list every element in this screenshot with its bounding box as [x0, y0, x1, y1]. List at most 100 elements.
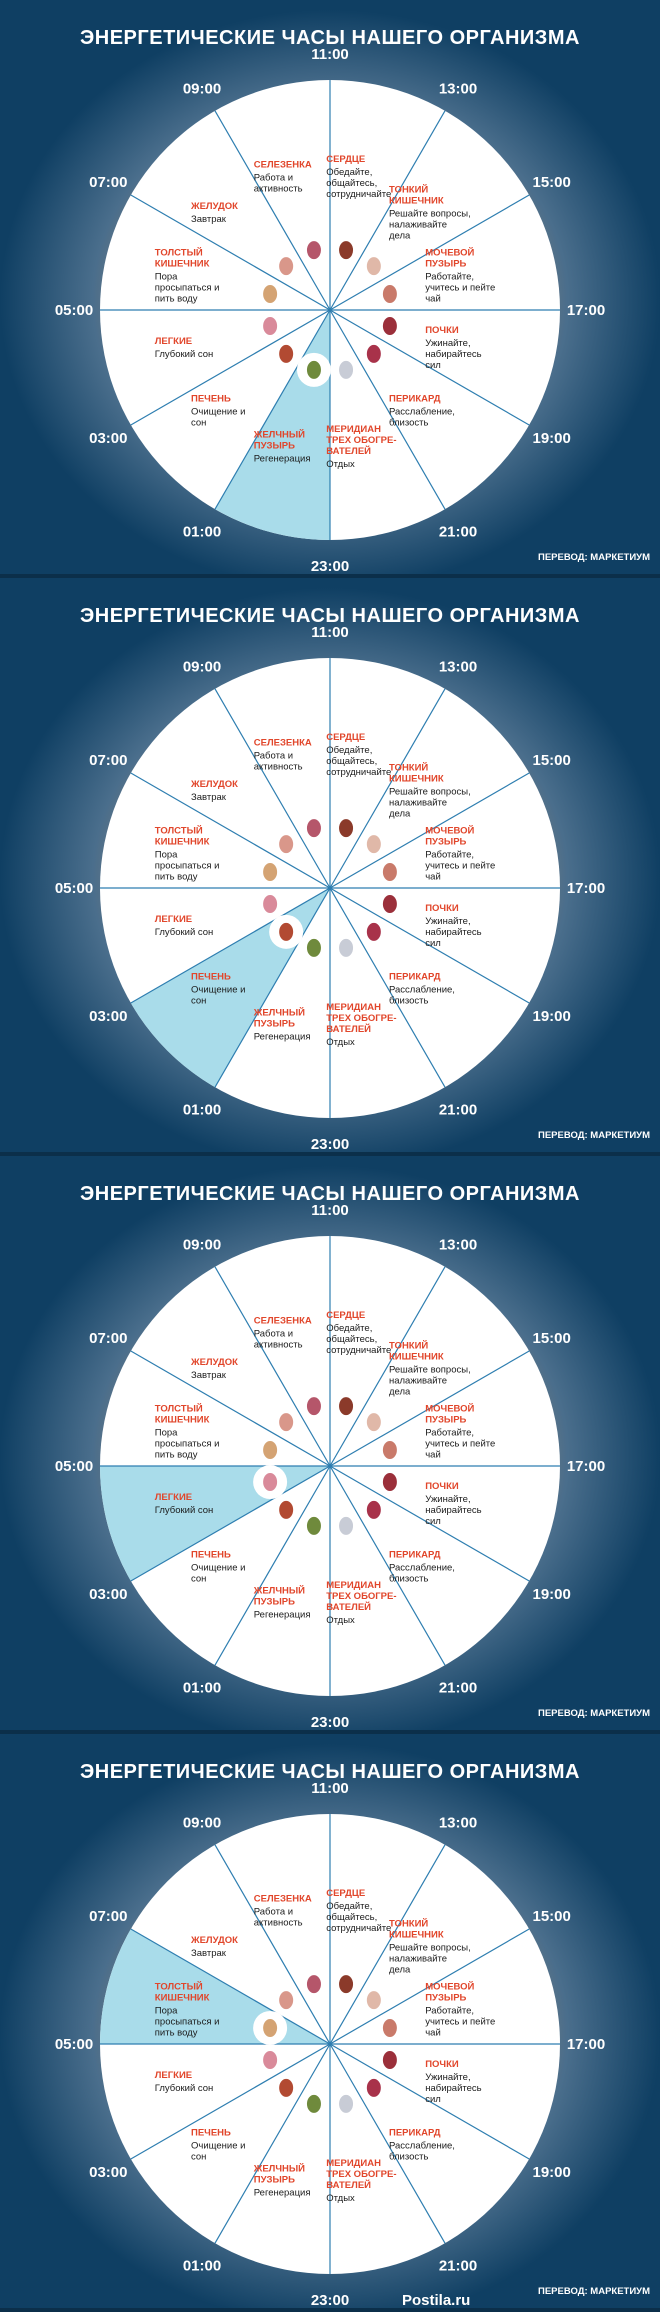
organ-description: учитесь и пейте [425, 1438, 495, 1449]
sector-divider [130, 194, 331, 311]
organ-description: Работа и [254, 172, 293, 183]
organ-description: Регенерация [254, 454, 311, 465]
sector-divider [130, 309, 331, 426]
organ-name: СЕЛЕЗЕНКА [254, 1315, 312, 1326]
organ-description: набирайтесь [425, 1505, 481, 1516]
hour-label: 03:00 [89, 1586, 127, 1603]
organ-name: КИШЕЧНИК [389, 1930, 444, 1941]
bladder-icon [382, 284, 397, 303]
hour-label: 05:00 [55, 880, 93, 897]
organ-name: МОЧЕВОЙ [425, 246, 474, 258]
liver-icon [279, 1500, 294, 1519]
heart-icon [339, 1397, 354, 1416]
hour-label: 17:00 [567, 880, 605, 897]
spleen-icon [306, 241, 321, 260]
organ-description: учитесь и пейте [425, 282, 495, 293]
hour-label: 19:00 [533, 1008, 571, 1025]
organ-description: активность [254, 183, 303, 194]
organ-name: КИШЕЧНИК [155, 1414, 210, 1425]
organ-description: сон [191, 417, 206, 428]
stomach-icon [279, 257, 294, 276]
hour-label: 01:00 [183, 1102, 221, 1119]
clock-diagram: 11:00 13:00 15:00 17:00 19:00 21:00 23:00 01:00… [55, 1202, 605, 1730]
organ-name: ЖЕЛУДОК [190, 779, 238, 790]
organ-description: общайтесь, [326, 178, 377, 189]
organ-description: Обедайте, [326, 1901, 372, 1912]
translation-credit: ПЕРЕВОД: МАРКЕТИУМ [538, 552, 650, 563]
organ-description: сотрудничайте [326, 189, 391, 200]
organ-description: учитесь и пейте [425, 860, 495, 871]
organ-name: МОЧЕВОЙ [425, 1402, 474, 1414]
stomach-icon [279, 835, 294, 854]
organ-name: ЖЕЛЧНЫЙ [253, 1585, 305, 1597]
organ-description: налаживайте [389, 1376, 447, 1387]
organ-description: сон [191, 2151, 206, 2162]
organ-name: ПУЗЫРЬ [425, 1414, 466, 1425]
organ-description: чай [425, 871, 441, 882]
panel-title: ЭНЕРГЕТИЧЕСКИЕ ЧАСЫ НАШЕГО ОРГАНИЗМА [80, 605, 580, 627]
pericardium-icon [366, 344, 381, 363]
organ-name: ТРЕХ ОБОГРЕ- [326, 2169, 396, 2180]
organ-name: МЕРИДИАН [326, 424, 381, 435]
organ-name: ТОЛСТЫЙ [155, 1980, 203, 1992]
sector-divider [214, 1266, 331, 1467]
organ-description: налаживайте [389, 220, 447, 231]
organ-name: ВАТЕЛЕЙ [326, 445, 371, 457]
organ-description: сил [425, 1516, 441, 1527]
organ-description: Глубокий сон [155, 349, 214, 360]
organ-description: Работа и [254, 1328, 293, 1339]
organ-description: Регенерация [254, 2188, 311, 2199]
organ-description: Решайте вопросы, [389, 1365, 471, 1376]
organ-description: набирайтесь [425, 927, 481, 938]
organ-description: сил [425, 360, 441, 371]
hour-label: 23:00 [311, 558, 349, 574]
organ-name: ВАТЕЛЕЙ [326, 1601, 371, 1613]
hour-label: 13:00 [439, 80, 477, 97]
hour-label: 11:00 [311, 624, 349, 641]
kidneys-icon [382, 2051, 397, 2070]
organ-description: Пора [155, 1427, 178, 1438]
organ-description: Расслабление, [389, 1562, 455, 1573]
organ-description: близость [389, 417, 428, 428]
sector-divider [130, 1350, 331, 1467]
organ-description: дела [389, 1965, 411, 1976]
sector-divider [329, 1465, 530, 1582]
organ-name: ПОЧКИ [425, 903, 459, 914]
organ-name: МОЧЕВОЙ [425, 1980, 474, 1992]
organ-name: ПЕЧЕНЬ [191, 971, 231, 982]
sector-divider [329, 887, 530, 1004]
organ-name: ЛЕГКИЕ [155, 914, 192, 925]
organ-name: МЕРИДИАН [326, 2158, 381, 2169]
organ-description: набирайтесь [425, 349, 481, 360]
panel-title: ЭНЕРГЕТИЧЕСКИЕ ЧАСЫ НАШЕГО ОРГАНИЗМА [80, 1183, 580, 1205]
hour-label: 11:00 [311, 1780, 349, 1797]
organ-description: Ужинайте, [425, 2072, 470, 2083]
organ-name: ПОЧКИ [425, 325, 459, 336]
organ-description: дела [389, 809, 411, 820]
hour-label: 01:00 [183, 2258, 221, 2275]
hour-label: 15:00 [533, 1330, 571, 1347]
organ-name: СЕРДЦЕ [326, 1888, 365, 1899]
organ-description: Расслабление, [389, 406, 455, 417]
organ-name: КИШЕЧНИК [155, 836, 210, 847]
hour-label: 17:00 [567, 1458, 605, 1475]
organ-description: Пора [155, 2005, 178, 2016]
organ-name: КИШЕЧНИК [389, 196, 444, 207]
spleen-icon [306, 819, 321, 838]
organ-description: сил [425, 2094, 441, 2105]
bladder-icon [382, 862, 397, 881]
organ-name: ПОЧКИ [425, 1481, 459, 1492]
organ-name: ЖЕЛУДОК [190, 1935, 238, 1946]
sector-divider [214, 887, 331, 1088]
organ-name: МЕРИДИАН [326, 1580, 381, 1591]
organ-description: Пора [155, 271, 178, 282]
organ-name: ПУЗЫРЬ [425, 836, 466, 847]
organ-description: Завтрак [191, 1370, 227, 1381]
organ-description: близость [389, 995, 428, 1006]
spleen-icon [306, 1975, 321, 1994]
small-intestine-icon [366, 257, 381, 276]
triple-warmer-icon [339, 360, 354, 379]
sector-divider [329, 1266, 446, 1467]
sector-divider [329, 309, 530, 426]
